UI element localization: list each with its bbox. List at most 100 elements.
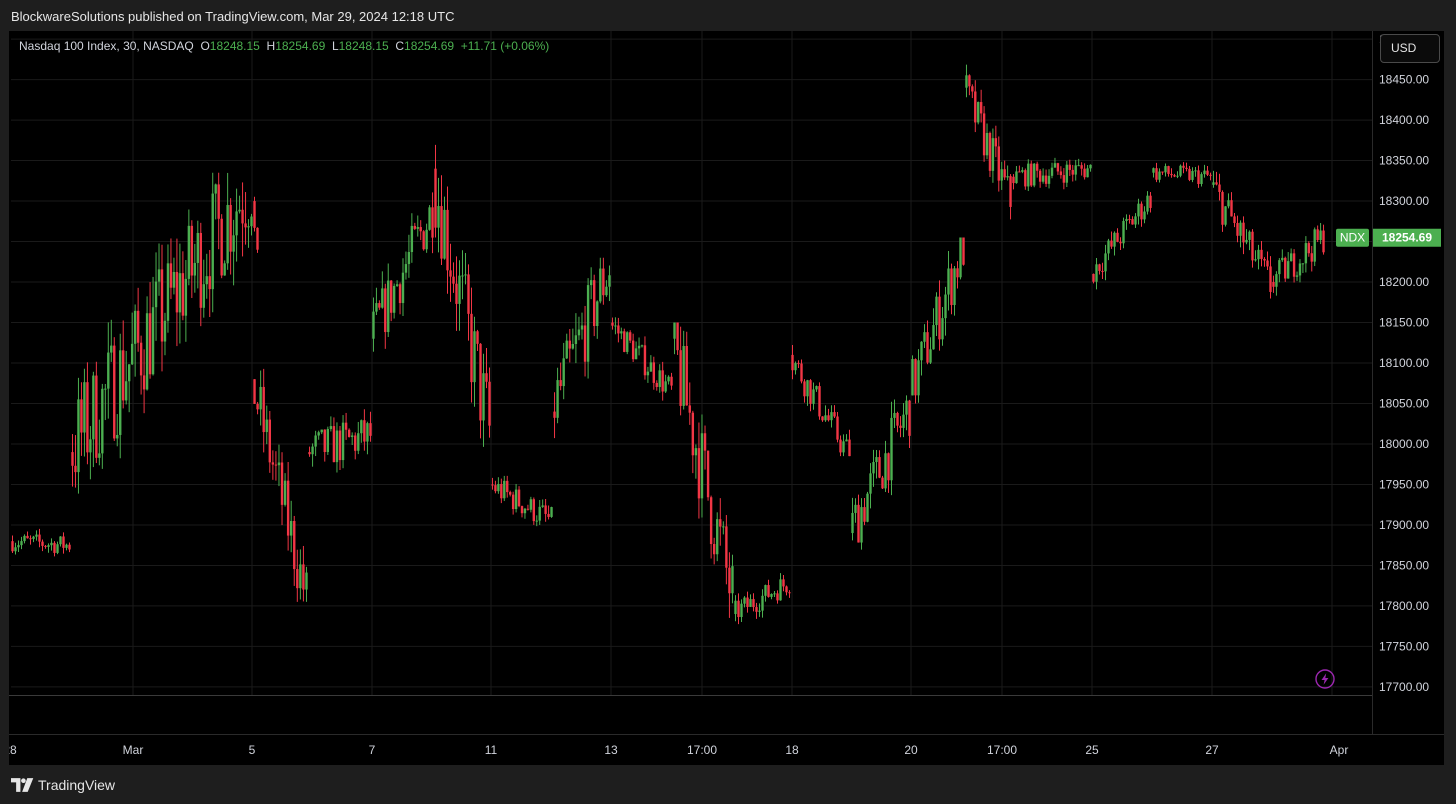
candle-body: [785, 586, 788, 593]
candle-body: [839, 439, 842, 453]
candle-body: [357, 433, 360, 451]
candle-body: [395, 284, 399, 286]
candle-body: [1257, 249, 1260, 260]
candle-body: [851, 512, 854, 534]
candle-body: [574, 335, 578, 344]
candle-body: [559, 380, 562, 387]
candle-body: [1269, 266, 1272, 292]
candle-body: [854, 504, 857, 513]
candle-body: [92, 375, 95, 440]
candle-body: [1104, 253, 1107, 272]
candle-body: [1015, 171, 1018, 184]
candle-body: [1113, 232, 1116, 247]
candle-body: [107, 352, 110, 389]
candle-body: [229, 204, 232, 252]
candle-body: [130, 343, 134, 365]
candle-body: [929, 349, 932, 363]
candle-body: [803, 381, 806, 397]
candle-body: [1003, 169, 1006, 178]
candle-body: [824, 415, 827, 421]
candle-body: [122, 350, 125, 401]
x-tick-label: 13: [604, 743, 618, 757]
candle-body: [1221, 191, 1224, 225]
candle-body: [1134, 216, 1137, 225]
candle-body: [65, 544, 68, 548]
candle-body: [419, 227, 422, 232]
candle-body: [734, 600, 737, 615]
lightning-bolt-icon[interactable]: [1315, 669, 1335, 689]
candle-body: [1038, 170, 1042, 182]
candle-body: [378, 303, 381, 308]
chart-frame[interactable]: 17700.00 17750.00 17800.00 17850.00 17900.00…: [9, 31, 1444, 765]
candle-body: [965, 75, 968, 88]
candle-body: [755, 607, 758, 612]
candle-body: [238, 209, 241, 212]
candle-body: [848, 439, 851, 457]
candle-body: [1050, 167, 1054, 176]
candle-body: [947, 268, 950, 295]
candle-body: [628, 332, 632, 341]
candle-body: [289, 520, 293, 536]
legend-open-value: 18248.15: [209, 39, 260, 53]
candle-body: [1080, 165, 1083, 169]
candle-body: [794, 363, 797, 371]
candle-body: [1215, 182, 1218, 185]
candle-body: [1319, 230, 1322, 241]
candle-body: [1131, 219, 1134, 225]
candle-body: [682, 346, 685, 406]
candle-body: [550, 507, 553, 517]
candle-body: [1176, 175, 1179, 177]
candle-body: [506, 480, 509, 493]
candle-body: [520, 506, 524, 514]
candle-body: [914, 359, 917, 396]
candle-body: [541, 505, 544, 507]
candle-body: [815, 386, 818, 390]
y-tick-label: 17750.00: [1379, 639, 1429, 653]
candle-body: [488, 381, 491, 426]
candle-body: [617, 325, 620, 334]
candle-body: [259, 386, 262, 410]
candle-body: [372, 311, 375, 339]
candle-body: [649, 362, 653, 372]
candle-body: [256, 403, 259, 410]
candle-body: [299, 564, 302, 589]
candle-body: [178, 273, 182, 313]
candle-body: [443, 209, 446, 259]
candle-body: [1030, 163, 1033, 186]
candle-body: [53, 542, 56, 553]
candle-body: [1053, 163, 1057, 168]
candle-body: [706, 450, 710, 498]
candle-body: [1188, 168, 1191, 180]
candlestick-chart[interactable]: 17700.00 17750.00 17800.00 17850.00 17900.00…: [9, 31, 1444, 765]
candle-body: [452, 276, 455, 284]
candle-body: [1098, 264, 1101, 271]
candle-body: [163, 320, 167, 342]
candle-body: [1224, 206, 1227, 225]
candle-body: [464, 274, 467, 276]
publisher-line: BlockwareSolutions published on TradingV…: [11, 9, 455, 24]
candle-body: [740, 603, 743, 618]
candle-body: [1047, 175, 1051, 184]
candle-body: [311, 446, 314, 455]
candle-body: [338, 430, 342, 461]
candle-body: [455, 283, 458, 304]
candle-body: [250, 216, 253, 227]
candle-body: [1086, 168, 1089, 178]
candle-body: [1083, 168, 1086, 178]
candle-body: [169, 263, 173, 288]
candle-body: [286, 480, 290, 536]
candle-body: [571, 343, 575, 349]
candle-body: [59, 536, 62, 545]
candle-body: [211, 193, 214, 290]
candle-body: [869, 473, 872, 494]
candle-body: [23, 535, 26, 542]
candle-body: [1077, 165, 1080, 167]
candle-body: [1018, 171, 1021, 173]
candle-body: [1146, 195, 1149, 212]
candle-body: [482, 373, 485, 421]
candle-body: [139, 342, 143, 376]
price-tag-symbol: NDX: [1340, 231, 1365, 245]
candle-body: [863, 507, 866, 522]
currency-button[interactable]: USD: [1380, 34, 1440, 63]
candle-body: [920, 341, 923, 361]
